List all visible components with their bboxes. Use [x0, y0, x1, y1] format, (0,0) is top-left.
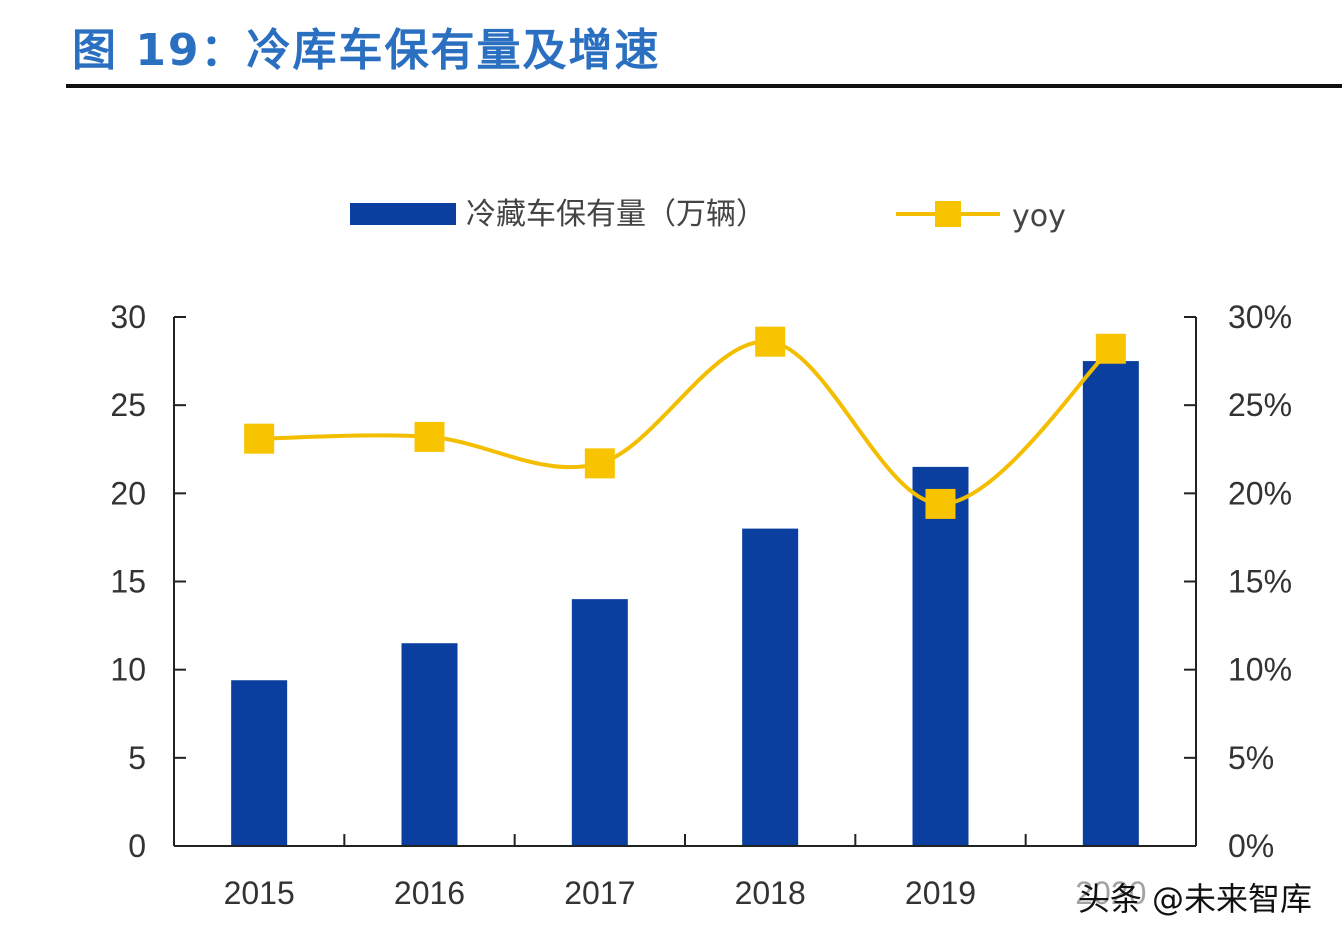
left-tick-label: 20	[110, 475, 146, 511]
watermark: 头条 @未来智库	[1073, 874, 1316, 920]
x-tick-label: 2017	[564, 875, 635, 911]
x-tick-label: 2018	[735, 875, 806, 911]
legend-bar-swatch	[350, 203, 456, 225]
left-tick-label: 25	[110, 387, 146, 423]
bar-2019	[912, 466, 969, 846]
yoy-marker-2017	[584, 448, 615, 479]
x-tick-label: 2016	[394, 875, 465, 911]
left-tick-label: 5	[128, 740, 146, 776]
yoy-marker-2019	[925, 488, 956, 519]
legend-line-marker	[935, 201, 961, 227]
yoy-line	[259, 339, 1113, 506]
legend-bar-label: 冷藏车保有量（万辆）	[466, 197, 766, 232]
bar-2018	[742, 528, 799, 846]
right-tick-label: 10%	[1228, 652, 1292, 688]
figure-title: 图 19：冷库车保有量及增速	[72, 25, 661, 76]
x-tick-label: 2019	[905, 875, 976, 911]
x-tick-label: 2015	[224, 875, 295, 911]
yoy-marker-2015	[244, 423, 275, 454]
bar-2017	[571, 599, 628, 846]
right-tick-label: 5%	[1228, 740, 1274, 776]
title-rule	[66, 84, 1342, 88]
legend: 冷藏车保有量（万辆） yoy	[350, 197, 1066, 234]
left-tick-label: 10	[110, 652, 146, 688]
bar-2016	[401, 643, 458, 846]
axes: 0 5 10 15 20 25 30 0% 5% 10% 15% 20% 25% 30% 2015 2016 2…	[110, 299, 1292, 911]
bar-2020	[1082, 361, 1139, 846]
left-tick-label: 30	[110, 299, 146, 335]
bar-2015	[231, 680, 288, 846]
right-tick-label: 0%	[1228, 828, 1274, 864]
yoy-marker-2020	[1095, 333, 1126, 364]
legend-line-label: yoy	[1012, 199, 1066, 234]
yoy-marker-2016	[414, 421, 445, 452]
right-tick-label: 30%	[1228, 299, 1292, 335]
yoy-series	[244, 326, 1126, 519]
bar-series	[231, 361, 1139, 846]
right-tick-label: 20%	[1228, 475, 1292, 511]
left-tick-label: 0	[128, 828, 146, 864]
left-tick-label: 15	[110, 564, 146, 600]
yoy-marker-2018	[755, 326, 786, 357]
right-tick-label: 25%	[1228, 387, 1292, 423]
right-tick-label: 15%	[1228, 564, 1292, 600]
